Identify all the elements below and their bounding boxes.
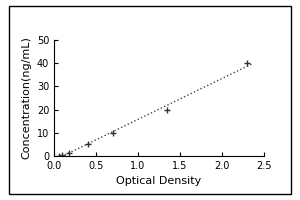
X-axis label: Optical Density: Optical Density: [116, 176, 202, 186]
Y-axis label: Concentration(ng/mL): Concentration(ng/mL): [21, 37, 31, 159]
